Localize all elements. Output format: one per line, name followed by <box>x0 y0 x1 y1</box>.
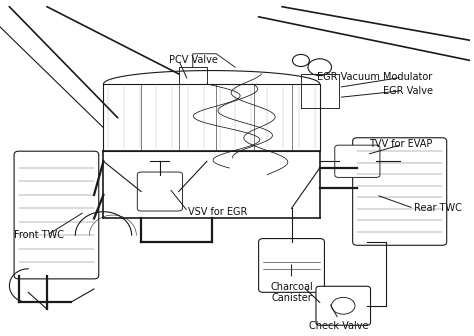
Text: VSV for EGR: VSV for EGR <box>188 207 247 217</box>
Text: Front TWC: Front TWC <box>14 230 64 240</box>
FancyBboxPatch shape <box>316 286 371 325</box>
Text: PCV Valve: PCV Valve <box>169 55 218 66</box>
FancyBboxPatch shape <box>259 239 324 292</box>
FancyBboxPatch shape <box>14 151 99 279</box>
FancyBboxPatch shape <box>353 138 447 245</box>
Text: EGR Valve: EGR Valve <box>383 86 433 96</box>
FancyBboxPatch shape <box>137 172 182 211</box>
Text: Charcoal
Canister: Charcoal Canister <box>270 282 313 303</box>
Text: EGR Vacuum Modulator: EGR Vacuum Modulator <box>317 72 433 82</box>
Text: Rear TWC: Rear TWC <box>414 203 462 213</box>
Text: TVV for EVAP: TVV for EVAP <box>369 139 433 150</box>
FancyBboxPatch shape <box>335 145 380 177</box>
Text: Check Valve: Check Valve <box>309 321 368 331</box>
